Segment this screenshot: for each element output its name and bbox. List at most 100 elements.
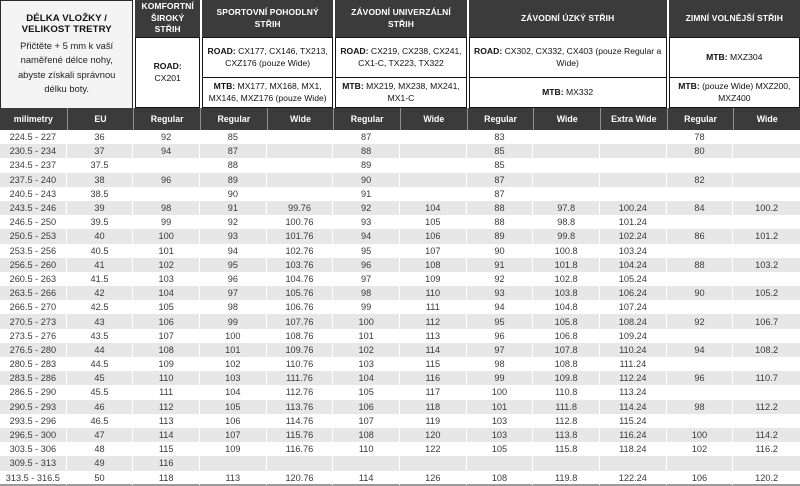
models-list: MXZ304 — [727, 51, 763, 62]
table-cell: 112.76 — [267, 385, 334, 400]
table-cell: 114 — [333, 470, 400, 485]
table-cell: 44 — [66, 342, 134, 357]
table-cell: 96 — [333, 257, 400, 272]
table-cell: 106.24 — [599, 286, 667, 301]
table-cell: 97 — [333, 271, 400, 287]
row-size-range: 237.5 - 240 — [0, 172, 67, 187]
info-block: DÉLKA VLOŽKY / VELIKOST TRETRY Přičtěte … — [0, 0, 134, 108]
group-zimni-volnejsi-strih: ZIMNÍ VOLNĚJŠÍ STŘIH MTB: MXZ304 MTB: (p… — [666, 0, 800, 108]
table-cell — [733, 272, 800, 286]
table-cell: 100.2 — [733, 200, 800, 216]
table-cell: 105.2 — [733, 286, 800, 301]
column-header: Regular — [199, 108, 267, 130]
column-header: Extra Wide — [599, 108, 667, 130]
table-cell — [733, 357, 800, 371]
table-cell: 120.2 — [755, 472, 779, 483]
group-sportovni-pohodlny-strih: SPORTOVNÍ POHODLNÝ STŘIH ROAD: CX177, CX… — [199, 0, 334, 108]
row-size-range: 240.5 - 243 — [0, 186, 67, 201]
table-cell: 105 — [133, 300, 200, 315]
models-prefix: ROAD: — [207, 45, 236, 56]
models-prefix: MTB: — [678, 80, 700, 91]
table-cell — [733, 414, 800, 428]
table-cell: 107 — [333, 413, 400, 428]
table-cell: 112.24 — [599, 371, 667, 386]
table-cell: 101 — [333, 328, 400, 343]
table-cell — [533, 186, 600, 201]
table-cell: 113.76 — [266, 399, 334, 414]
group-label: ZÁVODNÍ UNIVERZÁLNÍ STŘIH — [335, 0, 467, 38]
group-models-road: ROAD: CX219, CX238, CX241, CX1-C, TX223,… — [335, 38, 467, 78]
table-cell: 101.76 — [266, 229, 334, 244]
table-cell: 105.24 — [600, 271, 667, 287]
table-cell: 39.5 — [67, 215, 134, 230]
table-cell: 89 — [333, 158, 400, 173]
table-cell: 93 — [199, 229, 267, 244]
table-cell: 104 — [200, 385, 267, 400]
table-cell: 92 — [467, 271, 534, 287]
table-cell: 89 — [466, 229, 534, 244]
table-cell: 100.8 — [533, 243, 600, 258]
table-cell: 104 — [133, 286, 200, 301]
table-cell — [733, 300, 800, 314]
table-cell: 117 — [400, 385, 467, 400]
table-cell: 116.24 — [599, 427, 667, 443]
table-cell: 88 — [467, 215, 534, 230]
table-cell: 87 — [333, 130, 400, 145]
models-prefix: MTB: — [342, 80, 364, 91]
table-cell: 108.8 — [533, 357, 600, 372]
table-cell: 108.24 — [599, 314, 667, 329]
table-cell — [666, 456, 734, 471]
table-cell: 108 — [333, 427, 400, 443]
table-cell: 101 — [133, 243, 200, 258]
table-cell: 105.8 — [533, 314, 600, 329]
table-cell: 92 — [666, 314, 734, 329]
table-cell — [733, 172, 800, 187]
table-cell: 90 — [666, 286, 734, 301]
table-cell — [733, 244, 800, 258]
models-text: MTB: MX177, MX168, MX1, MX146, MXZ176 (p… — [207, 81, 328, 104]
table-cell: 37.5 — [67, 158, 134, 173]
table-cell: 98 — [200, 300, 267, 315]
table-cell: 103 — [333, 357, 400, 372]
table-cell — [667, 385, 734, 400]
table-cell — [266, 172, 334, 187]
group-models-road: ROAD: CX302, CX332, CX403 (pouze Regular… — [468, 38, 667, 78]
table-cell: 102.8 — [533, 271, 600, 287]
table-cell: 41 — [66, 257, 134, 272]
table-cell: 109.76 — [266, 342, 334, 357]
table-cell: 95 — [466, 314, 534, 329]
row-size-range: 309.5 - 313 — [0, 456, 67, 471]
table-cell: 101.24 — [600, 215, 667, 230]
table-cell: 36 — [67, 130, 134, 145]
row-size-range: 266.5 - 270 — [0, 300, 67, 315]
table-cell — [733, 144, 800, 159]
row-size-range: 280.5 - 283 — [0, 357, 67, 372]
table-cell: 116 — [133, 456, 200, 471]
group-komfortni-siroky-strih: KOMFORTNÍ ŠIROKÝ STŘIH ROAD: CX201 — [133, 0, 200, 108]
models-text: MTB: MX332 — [542, 87, 593, 99]
table-cell: 101 — [466, 399, 534, 414]
table-cell: 113 — [400, 328, 467, 343]
table-cell: 110 — [333, 442, 400, 457]
column-header: Regular — [466, 108, 534, 130]
table-cell: 115.24 — [600, 413, 667, 428]
table-cell — [600, 186, 667, 201]
table-cell: 107.76 — [266, 314, 334, 329]
row-size-range: 276.5 - 280 — [0, 342, 67, 357]
table-cell: 88 — [333, 144, 400, 159]
table-cell: 106 — [333, 399, 400, 414]
column-header: Regular — [333, 108, 400, 130]
table-cell — [667, 328, 734, 343]
info-title: DÉLKA VLOŽKY / VELIKOST TRETRY — [21, 13, 112, 36]
table-cell: 96 — [467, 328, 534, 343]
table-cell: 111.8 — [533, 399, 600, 414]
models-list: MX177, MX168, MX1, MX146, MXZ176 (pouze … — [208, 80, 327, 103]
table-cell: 107 — [199, 427, 267, 443]
models-text: ROAD: CX302, CX332, CX403 (pouze Regular… — [474, 46, 662, 69]
table-cell — [333, 456, 400, 471]
table-cell: 91 — [199, 200, 267, 216]
models-text: MTB: (pouze Wide) MXZ200, MXZ400 — [674, 81, 795, 104]
table-cell: 85 — [200, 130, 267, 145]
table-cell — [667, 243, 734, 258]
models-prefix: MTB: — [706, 51, 728, 62]
